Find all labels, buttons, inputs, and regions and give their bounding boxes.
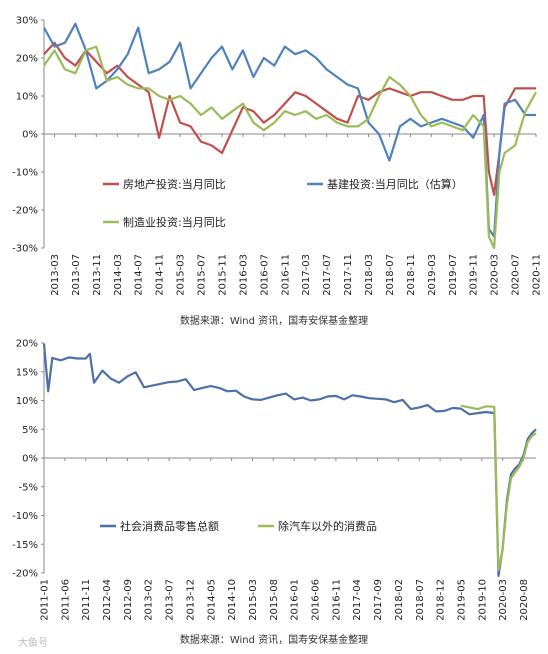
x-tick-label: 2018-03 — [364, 254, 375, 296]
chart-2-source-note: 数据来源：Wind 资讯，国寿安保基金整理 — [180, 633, 368, 646]
x-tick-label: 2015-11 — [217, 254, 228, 296]
chart-2-retail-sales-consumer-goods: 20%15%10%5%0%-5%-10%-15%-20% 2011-01 2011… — [12, 339, 537, 649]
y-tick-label: -20% — [12, 569, 38, 580]
chart-2-legend: 社会消费品零售总额 除汽车以外的消费品 — [100, 519, 377, 533]
x-tick-label: 2017-11 — [343, 254, 354, 296]
x-tick-label: 2016-11 — [331, 579, 342, 621]
y-tick-label: 30% — [16, 16, 38, 27]
chart-2-x-ticks: 2011-01 2011-06 2011-11 2012-04 2012-09 2013-… — [40, 458, 530, 621]
watermark-text: 大鱼号 — [18, 636, 48, 649]
chart-1-y-ticks: 30% 20% 10% 0% -10% -20% -30% — [12, 16, 44, 255]
chart-1-x-ticks: 2013-03 2013-07 2013-11 2014-03 2014-07 2014-… — [50, 134, 543, 296]
x-tick-label: 2011-01 — [40, 579, 51, 621]
x-tick-label: 2020-07 — [511, 254, 522, 296]
y-tick-label: -10% — [12, 168, 38, 179]
legend-label-1: 社会消费品零售总额 — [120, 519, 219, 533]
x-tick-label: 2019-07 — [448, 254, 459, 296]
chart-1-source-note: 数据来源：Wind 资讯，国寿安保基金整理 — [180, 314, 368, 327]
x-tick-label: 2014-11 — [155, 254, 166, 296]
x-tick-label: 2017-03 — [301, 254, 312, 296]
x-tick-label: 2015-03 — [248, 579, 259, 621]
x-tick-label: 2016-11 — [280, 254, 291, 296]
y-tick-label: 0% — [22, 130, 38, 141]
x-tick-label: 2014-10 — [227, 579, 238, 621]
y-tick-label: -20% — [12, 206, 38, 217]
y-tick-label: 10% — [16, 92, 38, 103]
legend-label-2: 基建投资:当月同比（估算） — [327, 177, 463, 191]
y-tick-label: 5% — [22, 425, 38, 436]
x-tick-label: 2019-10 — [477, 579, 488, 621]
x-tick-label: 2011-06 — [60, 579, 71, 621]
series-line-1 — [42, 343, 537, 578]
y-tick-label: 0% — [22, 454, 38, 465]
x-tick-label: 2014-05 — [206, 579, 217, 621]
x-tick-label: 2019-05 — [456, 579, 467, 621]
x-tick-label: 2012-09 — [123, 579, 134, 621]
x-tick-label: 2016-06 — [311, 579, 322, 621]
chart-1-series — [43, 22, 537, 250]
x-tick-label: 2015-07 — [197, 254, 208, 296]
x-tick-label: 2016-01 — [290, 579, 301, 621]
x-tick-label: 2017-04 — [352, 579, 363, 621]
legend-label-2: 除汽车以外的消费品 — [278, 519, 377, 533]
x-tick-label: 2019-03 — [427, 254, 438, 296]
y-tick-label: 20% — [16, 54, 38, 65]
x-tick-label: 2015-08 — [269, 579, 280, 621]
x-tick-label: 2013-07 — [71, 254, 82, 296]
x-tick-label: 2016-03 — [238, 254, 249, 296]
x-tick-label: 2019-11 — [469, 254, 480, 296]
series-line-2 — [460, 404, 537, 572]
x-tick-label: 2020-11 — [532, 254, 543, 296]
y-tick-label: 10% — [16, 396, 38, 407]
y-tick-label: 20% — [16, 339, 38, 350]
x-tick-label: 2020-08 — [519, 579, 530, 621]
x-tick-label: 2020-03 — [498, 579, 509, 621]
x-tick-label: 2017-07 — [322, 254, 333, 296]
x-tick-label: 2013-11 — [92, 254, 103, 296]
x-tick-label: 2014-03 — [113, 254, 124, 296]
chart-2-series — [42, 343, 537, 578]
x-tick-label: 2016-07 — [259, 254, 270, 296]
x-tick-label: 2013-07 — [165, 579, 176, 621]
chart-1-real-estate-infrastructure-manufacturing-investment: 30%20%10%0%-10%-20%-30% 2013-03 2013-07 20… — [12, 16, 542, 328]
x-tick-label: 2018-12 — [436, 579, 447, 621]
y-tick-label: -5% — [19, 482, 38, 493]
x-tick-label: 2014-07 — [134, 254, 145, 296]
series-line-3 — [43, 45, 537, 250]
x-tick-label: 2018-02 — [394, 579, 405, 621]
y-tick-label: 15% — [16, 367, 38, 378]
x-tick-label: 2018-07 — [415, 579, 426, 621]
chart-1-legend: 房地产投资:当月同比 基建投资:当月同比（估算） 制造业投资:当月同比 — [103, 177, 463, 229]
x-tick-label: 2020-03 — [490, 254, 501, 296]
series-line-1 — [43, 41, 536, 196]
x-tick-label: 2018-11 — [406, 254, 417, 296]
series-line-2 — [43, 22, 536, 238]
chart-2-y-ticks: 20% 15% 10% 5% 0% -5% -10% -15% -20% — [12, 339, 44, 580]
x-tick-label: 2013-03 — [50, 254, 61, 296]
y-tick-label: -15% — [12, 540, 38, 551]
x-tick-label: 2012-04 — [102, 579, 113, 621]
y-tick-label: -10% — [12, 511, 38, 522]
x-tick-label: 2018-07 — [385, 254, 396, 296]
x-tick-label: 2015-03 — [176, 254, 187, 296]
x-tick-label: 2017-09 — [373, 579, 384, 621]
legend-label-1: 房地产投资:当月同比 — [123, 177, 226, 191]
y-tick-label: -30% — [12, 244, 38, 255]
x-tick-label: 2013-02 — [144, 579, 155, 621]
legend-label-3: 制造业投资:当月同比 — [123, 215, 226, 229]
x-tick-label: 2011-11 — [81, 579, 92, 621]
x-tick-label: 2013-12 — [185, 579, 196, 621]
